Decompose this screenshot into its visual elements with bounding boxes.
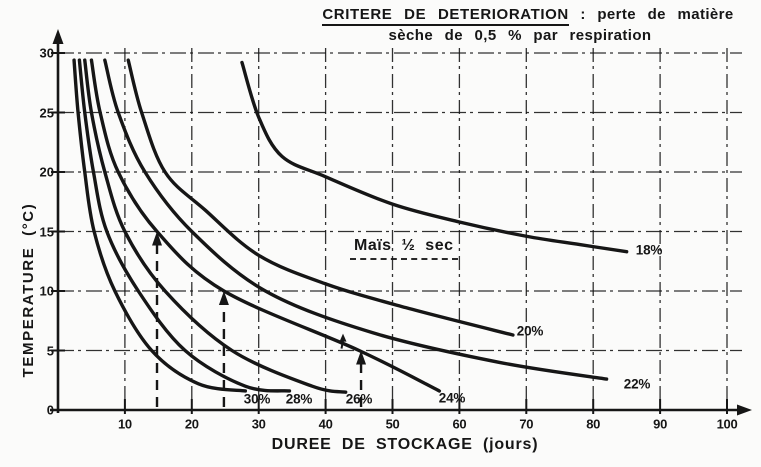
curve-26pct: [83, 58, 348, 394]
curve-20pct: [126, 58, 515, 337]
curve-24pct: [89, 58, 442, 393]
x-tick-label-10: 10: [117, 416, 132, 432]
y-tick-label-5: 5: [46, 343, 54, 358]
curve-22pct: [103, 58, 609, 381]
reading-arrow-icon-2: [218, 291, 229, 305]
chart-title-rest: : perte de matière: [568, 6, 734, 23]
chart-title-underlined: CRITERE DE DETERIORATION: [322, 6, 569, 26]
x-tick-label-70: 70: [519, 416, 534, 432]
y-tick-label-15: 15: [39, 224, 54, 239]
curve-label-24pct: 24%: [438, 390, 466, 406]
curve-28pct: [77, 58, 292, 393]
reading-arrow-icon-1: [152, 231, 163, 246]
x-tick-label-20: 20: [184, 416, 199, 432]
curve-label-18pct: 18%: [635, 242, 663, 258]
curve-label-28pct: 28%: [285, 391, 313, 407]
x-axis-title: DUREE DE STOCKAGE (jours): [271, 436, 539, 453]
point-marker-icon: [339, 333, 347, 342]
reading-arrow-icon-3: [356, 350, 367, 365]
curve-label-22pct: 22%: [623, 376, 651, 392]
curve-30pct: [72, 58, 248, 393]
y-axis-arrow-icon: [52, 29, 64, 44]
x-tick-label-60: 60: [452, 416, 467, 432]
x-tick-label-100: 100: [716, 416, 738, 432]
y-tick-label-0: 0: [46, 402, 54, 418]
x-tick-label-90: 90: [653, 416, 668, 432]
curve-label-30pct: 30%: [243, 391, 271, 407]
x-tick-label-50: 50: [385, 416, 400, 432]
curve-label-26pct: 26%: [345, 391, 373, 407]
x-axis-arrow-icon: [737, 404, 752, 416]
chart-subtitle: sèche de 0,5 % par respiration: [388, 27, 652, 44]
curve-18pct: [240, 60, 629, 254]
curve-label-20pct: 20%: [516, 323, 544, 339]
y-tick-label-25: 25: [39, 105, 54, 120]
x-tick-label-80: 80: [586, 416, 601, 432]
annotation-mais-demi-sec: Maïs ½ sec: [350, 237, 458, 260]
y-tick-label-20: 20: [39, 164, 54, 180]
y-tick-label-30: 30: [39, 45, 54, 61]
x-tick-label-40: 40: [318, 416, 333, 432]
chart-title: CRITERE DE DETERIORATION : perte de mati…: [298, 4, 758, 26]
x-tick-label-30: 30: [251, 416, 266, 432]
point-marker-stem: [340, 340, 344, 349]
y-tick-label-10: 10: [39, 283, 54, 299]
